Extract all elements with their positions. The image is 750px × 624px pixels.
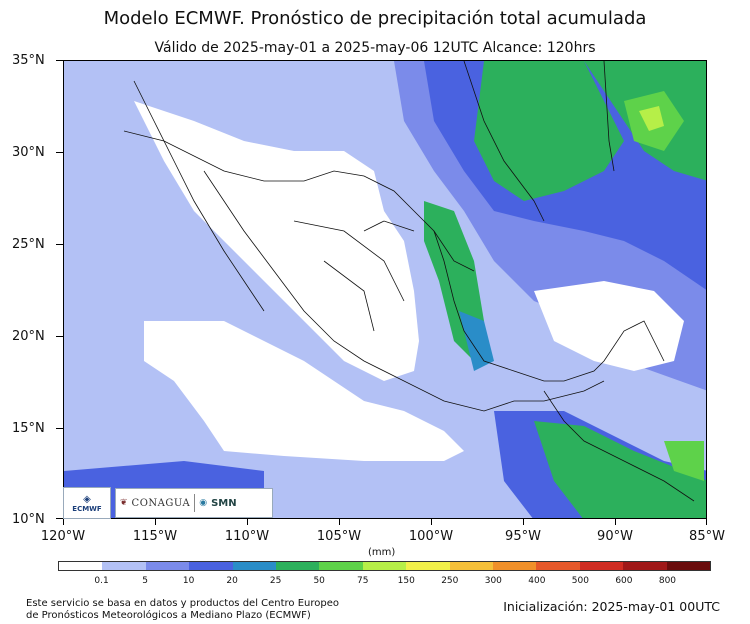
colorbar-level-label: 600 bbox=[615, 576, 633, 586]
colorbar-level-label: 400 bbox=[528, 576, 546, 586]
colorbar-level-label: 20 bbox=[226, 576, 238, 586]
state-border-1 bbox=[293, 220, 405, 302]
colorbar-segment bbox=[362, 562, 407, 570]
lon-tick bbox=[615, 519, 616, 525]
initialization-time: Inicialización: 2025-may-01 00UTC bbox=[503, 599, 720, 614]
colorbar-segment bbox=[189, 562, 233, 570]
lon-tick bbox=[63, 519, 64, 525]
colorbar-level-label: 150 bbox=[397, 576, 415, 586]
lon-label-90: 90°W bbox=[597, 529, 633, 544]
smn-logo-text: SMN bbox=[211, 497, 237, 509]
lat-label-15: 15°N bbox=[12, 421, 45, 436]
lat-tick bbox=[56, 428, 63, 429]
colorbar-unit: (mm) bbox=[368, 547, 396, 558]
footer-credit: Este servicio se basa en datos y product… bbox=[26, 598, 339, 622]
lon-label-100: 100°W bbox=[408, 529, 454, 544]
lon-tick bbox=[339, 519, 340, 525]
conagua-emblem-icon: ❦ bbox=[120, 498, 128, 508]
precipitation-map bbox=[63, 60, 707, 519]
state-border-3 bbox=[363, 220, 415, 232]
ecmwf-mark-icon: ◈ bbox=[83, 493, 91, 505]
ecmwf-logo-text: ECMWF bbox=[72, 504, 102, 513]
colorbar-segment bbox=[102, 562, 146, 570]
lon-label-115: 115°W bbox=[132, 529, 178, 544]
colorbar-level-label: 500 bbox=[571, 576, 589, 586]
colorbar bbox=[58, 561, 711, 571]
smn-globe-icon: ◉ bbox=[199, 498, 208, 508]
lat-label-25: 25°N bbox=[12, 237, 45, 252]
lon-label-110: 110°W bbox=[224, 529, 270, 544]
precip-zone-75-south bbox=[664, 441, 704, 481]
colorbar-segment bbox=[579, 562, 624, 570]
lon-label-120: 120°W bbox=[40, 529, 86, 544]
conagua-smn-logo: ❦ CONAGUA ◉ SMN bbox=[115, 488, 273, 518]
lat-tick bbox=[56, 152, 63, 153]
dry-zone-pacific bbox=[144, 321, 464, 461]
map-svg bbox=[64, 61, 706, 518]
colorbar-segment bbox=[493, 562, 537, 570]
ecmwf-logo: ◈ ECMWF bbox=[63, 487, 111, 519]
baja-coast bbox=[133, 80, 265, 312]
colorbar-segment bbox=[449, 562, 494, 570]
lon-label-85: 85°W bbox=[689, 529, 725, 544]
colorbar-segment bbox=[276, 562, 320, 570]
colorbar-segment bbox=[232, 562, 277, 570]
lon-tick bbox=[247, 519, 248, 525]
logo-divider bbox=[194, 494, 196, 512]
pacific-coast bbox=[203, 170, 605, 412]
colorbar-level-label: 800 bbox=[658, 576, 677, 586]
lat-tick bbox=[56, 244, 63, 245]
colorbar-segment bbox=[319, 562, 363, 570]
precip-zone-50-north bbox=[474, 61, 624, 201]
colorbar-level-label: 75 bbox=[356, 576, 369, 586]
precip-zone-50-south bbox=[534, 421, 706, 518]
conagua-logo-text: CONAGUA bbox=[131, 497, 191, 509]
chart-subtitle: Válido de 2025-may-01 a 2025-may-06 12UT… bbox=[154, 40, 596, 56]
dry-zone-yucatan bbox=[534, 281, 684, 371]
precip-zone-150 bbox=[639, 106, 664, 131]
colorbar-level-label: 5 bbox=[142, 576, 148, 586]
colorbar-level-label: 250 bbox=[441, 576, 459, 586]
precip-zone-25-gulfcoast bbox=[459, 311, 494, 371]
colorbar-level-label: 10 bbox=[182, 576, 195, 586]
logo-strip: ◈ ECMWF ❦ CONAGUA ◉ SMN bbox=[63, 487, 273, 519]
dry-zone-mexico bbox=[134, 101, 419, 381]
lon-label-95: 95°W bbox=[505, 529, 541, 544]
chart-title: Modelo ECMWF. Pronóstico de precipitació… bbox=[103, 8, 647, 29]
lon-label-105: 105°W bbox=[316, 529, 362, 544]
colorbar-segment bbox=[59, 562, 103, 570]
lat-tick bbox=[56, 60, 63, 61]
colorbar-level-label: 0.1 bbox=[94, 576, 109, 586]
lat-tick bbox=[56, 336, 63, 337]
colorbar-segment bbox=[406, 562, 450, 570]
colorbar-segment bbox=[666, 562, 711, 570]
colorbar-segment bbox=[145, 562, 190, 570]
colorbar-segment bbox=[623, 562, 667, 570]
lat-label-35: 35°N bbox=[12, 53, 45, 68]
lon-tick bbox=[523, 519, 524, 525]
footer-credit-line2: de Pronósticos Meteorológicos a Mediano … bbox=[26, 610, 311, 621]
state-border-2 bbox=[323, 260, 375, 332]
lat-tick bbox=[56, 518, 63, 519]
borders bbox=[123, 61, 695, 502]
lon-tick bbox=[431, 519, 432, 525]
colorbar-level-label: 25 bbox=[269, 576, 282, 586]
lon-tick bbox=[706, 519, 707, 525]
colorbar-level-label: 50 bbox=[313, 576, 325, 586]
us-state-border-2 bbox=[603, 61, 615, 172]
colorbar-level-label: 300 bbox=[484, 576, 502, 586]
lon-tick bbox=[155, 519, 156, 525]
us-state-border bbox=[463, 61, 545, 222]
colorbar-segment bbox=[536, 562, 580, 570]
footer-credit-line1: Este servicio se basa en datos y product… bbox=[26, 598, 340, 609]
lat-label-30: 30°N bbox=[12, 145, 45, 160]
gulf-coast bbox=[433, 230, 665, 382]
lat-label-10: 10°N bbox=[12, 512, 45, 527]
central-america-border bbox=[543, 390, 695, 502]
lat-label-20: 20°N bbox=[12, 329, 45, 344]
